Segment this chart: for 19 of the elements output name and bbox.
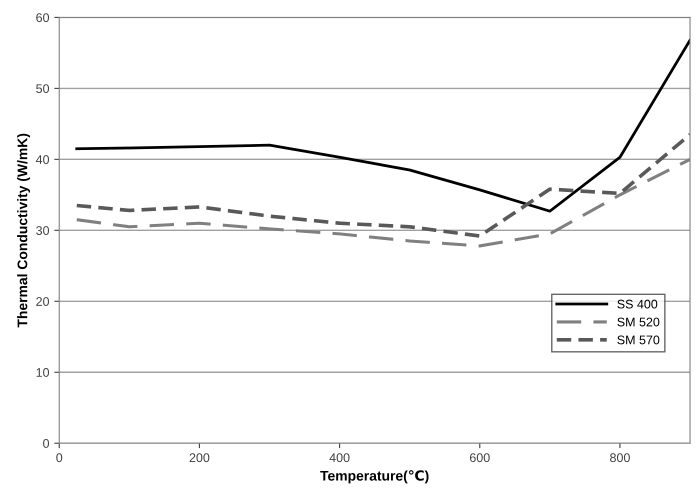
y-tick-label: 30 <box>36 226 50 235</box>
y-tick-label: 0 <box>43 439 50 448</box>
y-tick-label: 10 <box>36 368 50 377</box>
x-tick-label: 0 <box>56 453 62 462</box>
y-tick-label: 20 <box>36 297 50 306</box>
legend-label: SM 570 <box>617 335 660 344</box>
y-axis-title: Thermal Conductivity (W/mK) <box>17 134 30 328</box>
legend-label: SM 520 <box>617 318 660 326</box>
x-axis-title: Temperature(℃) <box>320 470 429 484</box>
x-tick-label: 800 <box>610 453 630 462</box>
y-tick-label: 60 <box>36 13 50 22</box>
x-tick-label: 400 <box>329 453 350 462</box>
y-tick-label: 50 <box>36 84 50 94</box>
line-series <box>74 132 690 238</box>
legend-label: SS 400 <box>617 300 658 309</box>
x-tick-label: 200 <box>190 453 210 462</box>
x-tick-label: 600 <box>470 453 490 462</box>
line-series <box>75 38 690 213</box>
y-tick-label: 40 <box>36 155 50 164</box>
